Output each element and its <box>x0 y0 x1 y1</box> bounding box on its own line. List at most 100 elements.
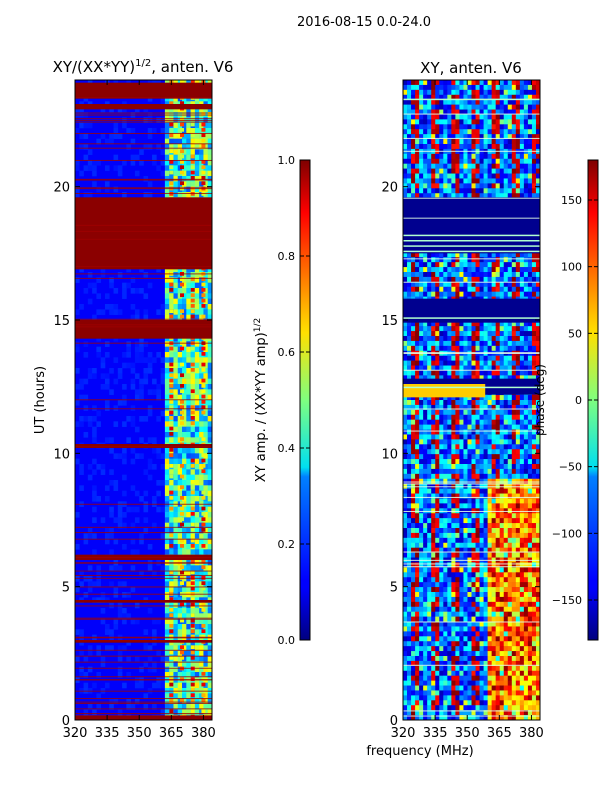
left-heat-cell <box>177 426 183 433</box>
right-heat-cell <box>411 454 416 460</box>
right-heat-cell <box>451 158 456 164</box>
right-heat-cell <box>403 321 408 327</box>
right-heat-cell <box>475 257 480 263</box>
right-heat-cell <box>459 321 464 327</box>
left-heat-cell <box>126 613 131 619</box>
left-heat-cell <box>164 517 170 523</box>
left-hot-channel-segment <box>190 602 195 607</box>
right-heat-cell <box>423 321 428 327</box>
left-heat-cell <box>194 154 200 161</box>
right-heat-cell <box>443 321 448 327</box>
left-heat-cell <box>203 522 209 529</box>
right-heat-cell <box>407 321 412 327</box>
left-heat-cell <box>109 133 114 139</box>
right-heat-cell <box>471 153 476 160</box>
right-heat-cell <box>419 321 424 327</box>
left-flag-line <box>75 712 212 714</box>
left-hot-channel-segment <box>169 309 174 314</box>
left-heat-cell <box>96 672 101 678</box>
left-heat-cell <box>173 170 179 177</box>
right-heat-cell <box>523 134 529 140</box>
left-heat-cell <box>207 373 212 379</box>
right-heat-cell <box>475 281 480 288</box>
right-heat-cell <box>463 193 468 199</box>
right-heat-cell <box>439 326 444 332</box>
right-heat-cell <box>515 429 521 435</box>
right-heat-cell <box>439 94 444 100</box>
right-heat-cell <box>419 114 424 120</box>
right-heat-cell <box>527 158 533 164</box>
right-heat-cell <box>475 449 480 455</box>
right-heat-cell <box>503 331 509 337</box>
right-heat-cell <box>515 345 521 352</box>
right-heat-cell <box>511 104 517 110</box>
left-heat-cell <box>203 154 209 161</box>
right-heat-cell <box>483 365 488 371</box>
left-hot-channel-segment <box>190 544 195 548</box>
left-heat-cell <box>113 480 119 486</box>
left-heat-cell <box>156 453 161 459</box>
left-heat-cell <box>143 506 149 513</box>
right-heat-cell <box>499 345 505 352</box>
right-heat-cell <box>419 365 424 371</box>
right-heat-cell <box>523 321 529 327</box>
right-heat-cell <box>475 360 480 366</box>
left-heat-cell <box>194 144 200 150</box>
right-heat-cell <box>491 444 496 450</box>
left-flag-line <box>75 679 212 681</box>
right-heat-cell <box>471 370 476 376</box>
left-heat-cell <box>113 309 119 315</box>
right-heat-cell <box>535 291 540 297</box>
right-heat-cell <box>483 252 488 258</box>
right-heat-cell <box>511 144 517 150</box>
left-heat-cell <box>186 176 191 182</box>
right-heat-cell <box>491 345 496 352</box>
left-heat-cell <box>194 629 200 635</box>
left-heat-cell <box>186 421 191 427</box>
right-heat-cell <box>455 178 460 184</box>
right-heat-cell <box>531 286 537 292</box>
left-heat-cell <box>177 458 183 465</box>
right-heat-cell <box>419 104 424 110</box>
right-heat-cell <box>523 104 529 110</box>
right-heat-cell <box>403 365 408 371</box>
right-heat-cell <box>471 252 476 258</box>
left-heat-cell <box>194 549 200 555</box>
right-heat-cell <box>495 173 501 179</box>
right-heat-cell <box>491 326 496 332</box>
right-heat-cell <box>535 84 540 91</box>
left-heat-cell <box>113 357 119 363</box>
right-heat-cell <box>471 178 476 184</box>
right-heat-cell <box>407 444 412 450</box>
left-heat-cell <box>113 133 119 139</box>
right-heat-cell <box>483 99 488 105</box>
right-heat-cell <box>411 109 416 115</box>
left-heat-cell <box>160 160 166 166</box>
right-heat-cell <box>427 267 432 273</box>
right-heat-cell <box>471 163 476 169</box>
right-heat-cell <box>467 365 472 371</box>
left-hot-channel-segment <box>180 570 185 575</box>
left-heat-cell <box>79 469 84 475</box>
right-heat-cell <box>459 267 464 273</box>
left-heat-cell <box>194 192 200 198</box>
right-heat-cell <box>431 400 436 406</box>
right-heat-cell <box>423 89 428 96</box>
left-heat-cell <box>75 421 80 427</box>
left-heat-cell <box>117 165 123 171</box>
right-heat-cell <box>471 281 476 288</box>
left-heat-cell <box>143 272 149 278</box>
right-heat-cell <box>519 139 525 145</box>
right-heat-cell <box>491 84 496 91</box>
left-heat-cell <box>100 309 106 315</box>
right-heat-cell <box>491 262 496 268</box>
right-heat-cell <box>419 188 424 194</box>
left-hot-channel-segment <box>201 176 206 180</box>
right-heat-cell <box>403 124 408 130</box>
right-heat-cell <box>495 439 501 445</box>
right-heat-cell <box>507 89 513 96</box>
right-heat-cell <box>455 360 460 366</box>
left-heat-cell <box>199 618 204 625</box>
right-heat-cell <box>443 139 448 145</box>
left-heat-cell <box>152 378 157 385</box>
